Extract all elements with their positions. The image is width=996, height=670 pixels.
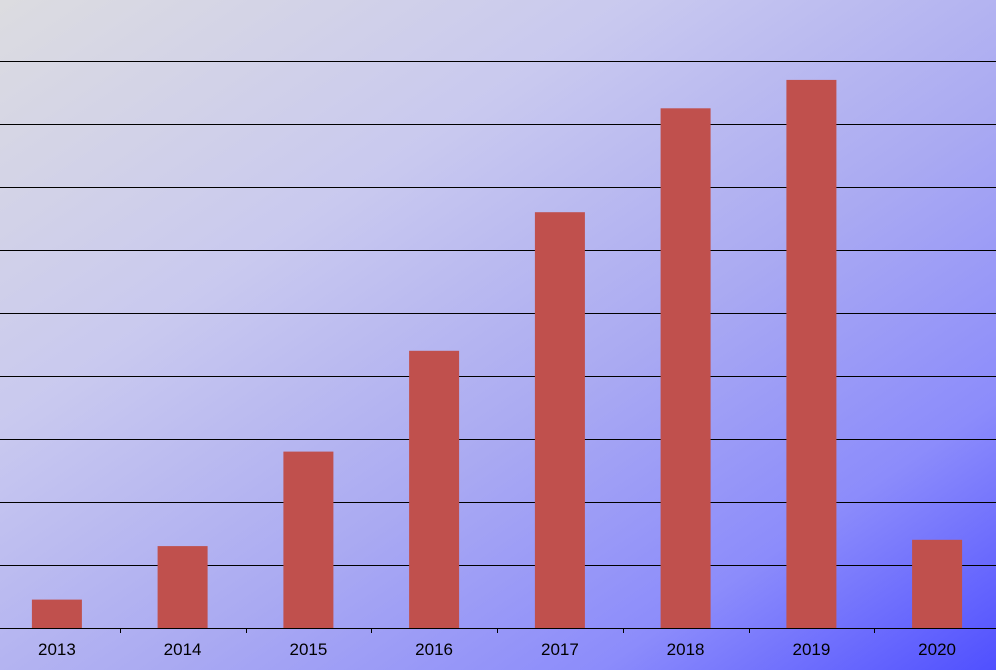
x-tick-labels: 2013 2014 2015 2016 2017 2018 2019 2020 xyxy=(38,640,956,659)
bar-2013 xyxy=(31,599,82,628)
bar-2016 xyxy=(409,350,460,628)
x-tick-label: 2016 xyxy=(415,640,453,659)
x-tick-label: 2019 xyxy=(792,640,830,659)
x-tick-label: 2015 xyxy=(289,640,327,659)
x-tick-label: 2014 xyxy=(164,640,202,659)
x-tick-label: 2018 xyxy=(667,640,705,659)
gridlines xyxy=(0,61,996,566)
bar-2019 xyxy=(786,79,837,628)
bar-2014 xyxy=(157,546,208,628)
bar-2017 xyxy=(534,212,585,628)
x-tick-label: 2013 xyxy=(38,640,76,659)
x-axis xyxy=(0,628,996,633)
x-tick-label: 2017 xyxy=(541,640,579,659)
bar-2015 xyxy=(283,451,334,628)
bars xyxy=(31,79,963,629)
bar-2020 xyxy=(912,539,963,628)
x-tick-label: 2020 xyxy=(918,640,956,659)
bar-2018 xyxy=(660,108,711,629)
